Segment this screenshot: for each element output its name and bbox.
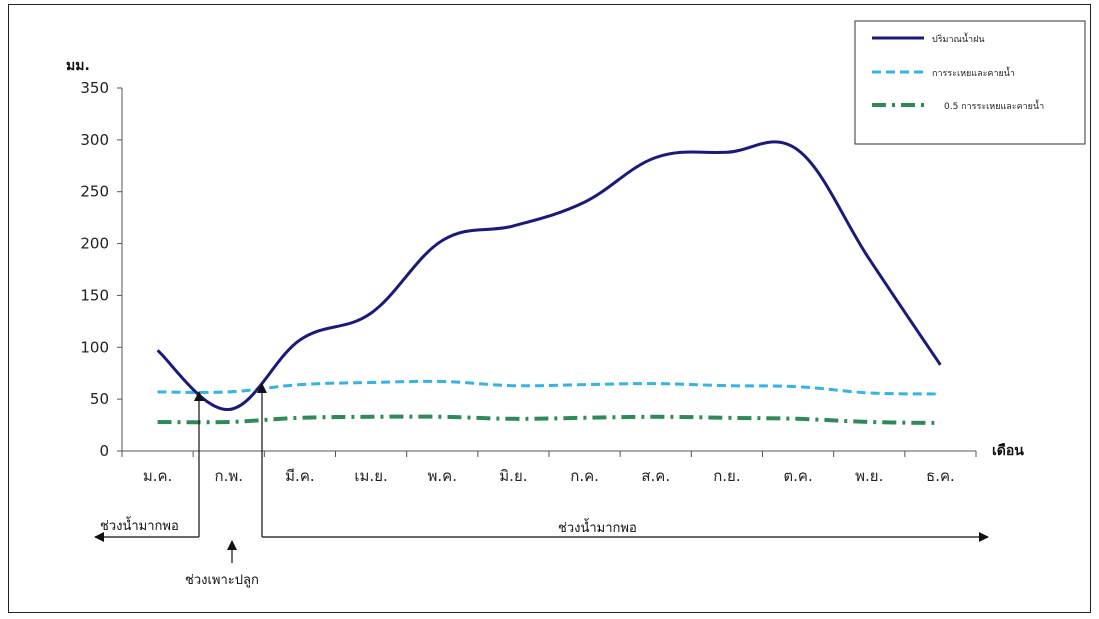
series-line-1 [156, 140, 942, 412]
series-line-2 [157, 379, 941, 396]
y-tick-label: 300 [80, 131, 109, 149]
x-tick-label: ก.ย. [713, 467, 740, 485]
series-line-3 [157, 414, 941, 425]
x-tick-label: ก.พ. [214, 467, 243, 485]
x-tick-label: ต.ค. [783, 467, 812, 485]
y-axis-label: มม. [66, 58, 90, 74]
x-ticks: ม.ค. ก.พ. มี.ค. เม.ย. พ.ค. มิ.ย. ก.ค. ส.ค. ก.ย. ต… [121, 451, 977, 485]
y-tick-label: 350 [80, 79, 109, 97]
legend-label-1: ปริมาณน้ำฝน [932, 32, 985, 45]
legend-label-3: 0.5 การระเหยและคายน้ำ [944, 99, 1044, 112]
y-tick-label: 100 [80, 338, 109, 356]
x-tick-label: เม.ย. [354, 467, 387, 485]
x-tick-label: ธ.ค. [926, 467, 955, 485]
x-tick-label: มี.ค. [285, 467, 314, 485]
sufficient-water-label-right: ช่วงน้ำมากพอ [558, 518, 637, 536]
x-tick-label: ก.ค. [570, 467, 599, 485]
x-tick-label: ม.ค. [143, 467, 172, 485]
planting-period-label: ช่วงเพาะปลูก [185, 573, 259, 588]
legend-label-2: การระเหยและคายน้ำ [932, 66, 1015, 79]
y-tick-label: 250 [80, 183, 109, 201]
x-tick-label: มิ.ย. [499, 467, 527, 485]
series-lines [156, 140, 942, 425]
y-tick-label: 150 [80, 286, 109, 304]
x-axis-label: เดือน [992, 443, 1024, 459]
sufficient-water-label-left: ช่วงน้ำมากพอ [100, 516, 179, 534]
legend-box [854, 20, 1086, 145]
y-tick-label: 200 [80, 235, 109, 253]
x-tick-label: พ.ย. [855, 467, 883, 485]
x-tick-label: พ.ค. [428, 467, 457, 485]
x-tick-label: ส.ค. [641, 467, 670, 485]
y-tick-label: 50 [90, 390, 109, 408]
y-tick-label: 0 [99, 442, 109, 460]
y-ticks: 0 50 100 150 200 250 300 350 [80, 79, 122, 460]
